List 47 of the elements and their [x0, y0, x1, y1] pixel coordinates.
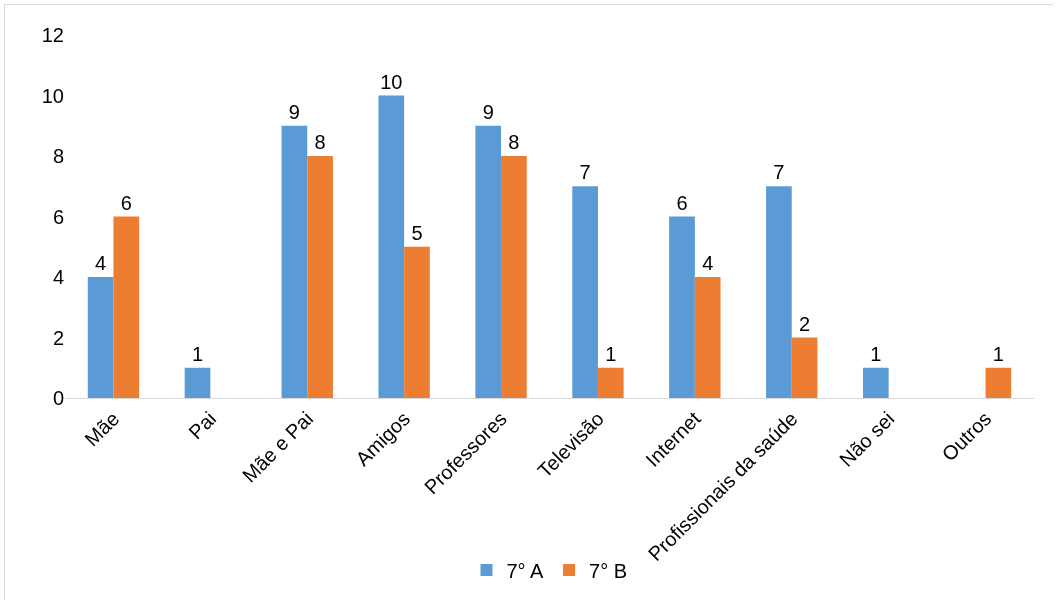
- x-tick-label: Não sei: [835, 407, 899, 471]
- data-label: 1: [992, 342, 1004, 365]
- bar: [985, 367, 1012, 398]
- legend-label: 7° A: [506, 559, 545, 582]
- bar: [475, 125, 502, 398]
- data-label: 2: [799, 312, 811, 335]
- data-label: 8: [508, 131, 520, 153]
- y-tick-label: 12: [41, 24, 64, 46]
- bar: [307, 156, 333, 398]
- data-label: 4: [95, 252, 107, 274]
- data-label: 9: [288, 100, 300, 123]
- data-label: 9: [482, 100, 494, 123]
- bar: [791, 337, 818, 398]
- y-tick-label: 0: [52, 387, 64, 409]
- bar: [694, 277, 721, 398]
- y-tick-label: 6: [52, 205, 64, 228]
- y-tick-label: 2: [52, 326, 64, 349]
- bar: [184, 367, 211, 398]
- bar: [281, 125, 308, 398]
- data-label: 10: [380, 70, 403, 93]
- bar: [378, 95, 405, 398]
- bar: [862, 367, 889, 398]
- bar: [501, 156, 527, 398]
- data-label: 1: [870, 342, 882, 365]
- x-tick-label: Pai: [184, 407, 221, 444]
- y-tick-label: 10: [41, 84, 64, 107]
- data-label: 8: [314, 131, 326, 153]
- bar: [597, 367, 624, 398]
- data-label: 6: [676, 191, 688, 214]
- data-label: 1: [191, 342, 204, 365]
- bar: [572, 186, 598, 398]
- bar: [669, 216, 695, 398]
- data-label: 7: [579, 161, 591, 184]
- bar: [766, 186, 792, 398]
- data-label: 5: [411, 221, 423, 244]
- data-label: 4: [702, 252, 714, 274]
- data-label: 6: [120, 191, 132, 214]
- y-tick-label: 8: [52, 145, 64, 167]
- x-tick-label: Mãe: [80, 407, 124, 451]
- bar: [404, 246, 430, 398]
- data-label: 7: [773, 161, 785, 184]
- legend-label: 7° B: [589, 559, 628, 582]
- bar: [87, 277, 114, 398]
- bar: [113, 216, 140, 398]
- x-tick-label: Mãe e Pai: [237, 407, 318, 487]
- data-label: 1: [605, 342, 617, 365]
- y-tick-label: 4: [52, 266, 64, 288]
